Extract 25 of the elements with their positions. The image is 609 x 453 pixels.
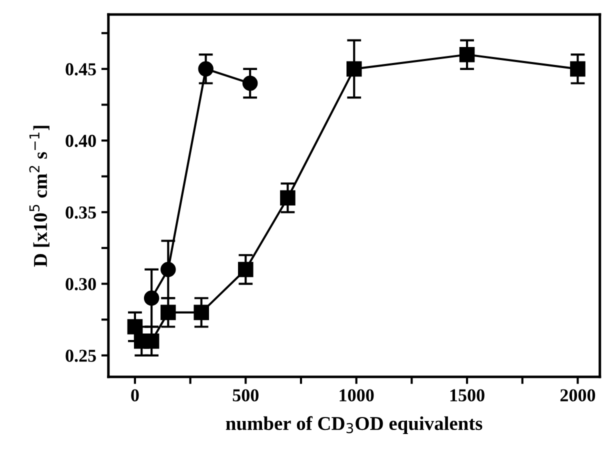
point xyxy=(160,262,176,278)
point xyxy=(198,61,214,77)
point xyxy=(144,333,160,349)
point xyxy=(144,290,160,306)
point xyxy=(194,304,210,320)
point xyxy=(242,76,258,91)
x-tick-label: 1500 xyxy=(450,389,484,402)
x-tick-label: 500 xyxy=(232,389,259,402)
y-tick-label: 0.35 xyxy=(66,206,96,219)
point xyxy=(160,304,176,320)
x-tick-label: 2000 xyxy=(560,389,596,402)
point xyxy=(459,46,475,62)
point xyxy=(346,61,362,77)
x-tick-label: 0 xyxy=(131,389,139,402)
point xyxy=(127,319,143,334)
x-tick-label: 1000 xyxy=(340,389,374,402)
y-tick-label: 0.25 xyxy=(66,350,96,362)
y-tick-label: 0.40 xyxy=(66,134,96,148)
x-axis-title: number of CD$_{3}$OD equivalents xyxy=(226,416,482,434)
y-tick-label: 0.30 xyxy=(66,278,96,290)
point xyxy=(570,61,586,77)
point xyxy=(238,262,254,278)
y-tick-label: 0.45 xyxy=(66,63,96,76)
y-axis-title: D [x10$^{5}$ cm$^{2}$ s$^{−1}$] xyxy=(29,126,50,267)
point xyxy=(280,190,296,206)
